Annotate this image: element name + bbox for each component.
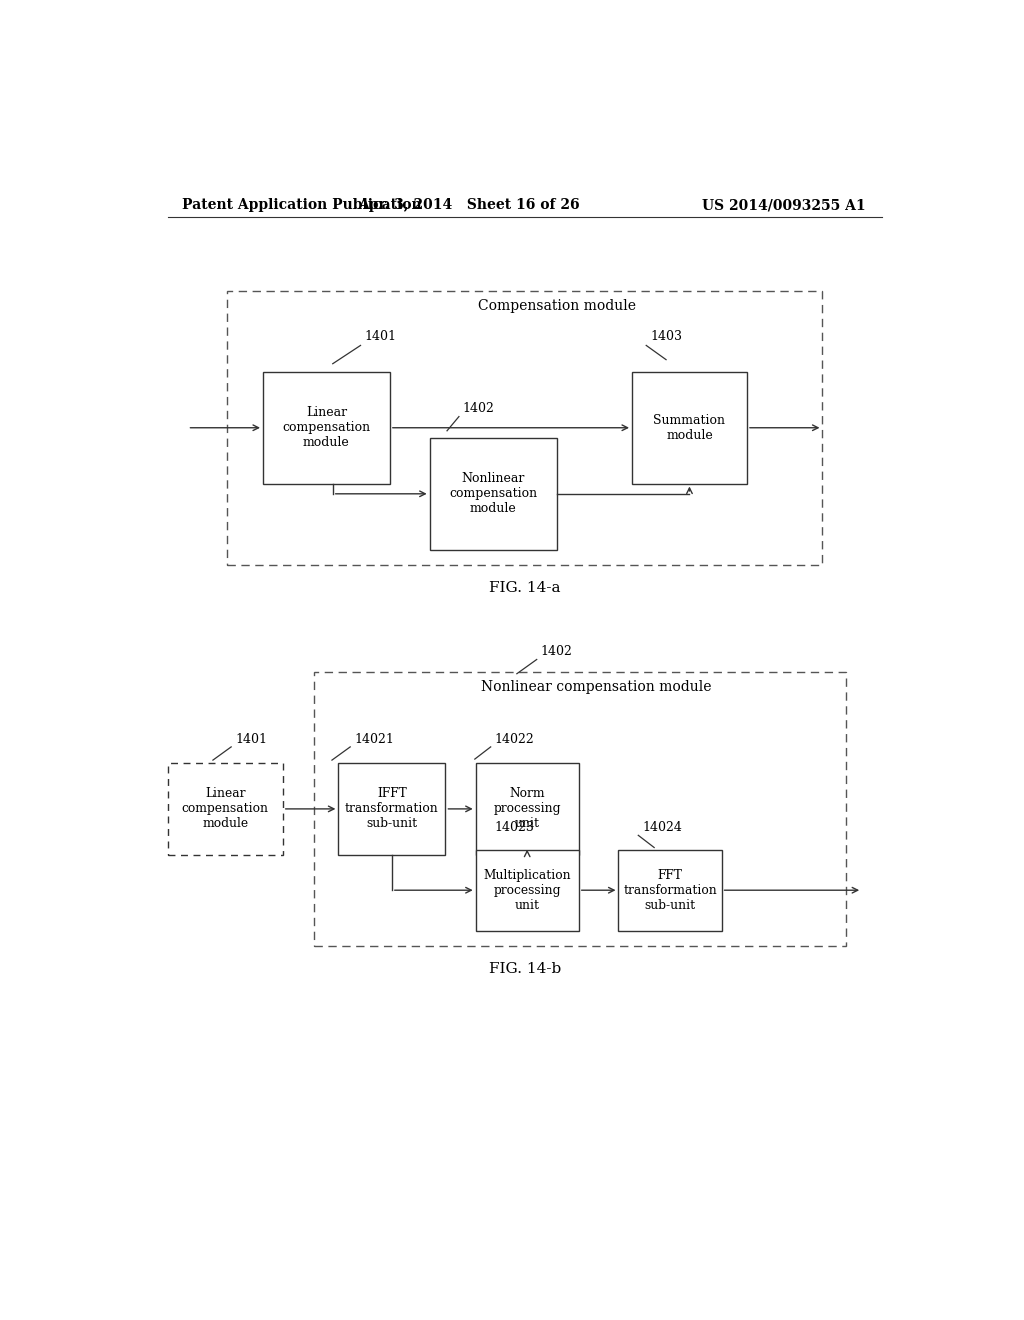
Text: 14023: 14023	[495, 821, 535, 834]
Bar	[314, 672, 846, 946]
Text: 1401: 1401	[236, 733, 267, 746]
Bar	[430, 438, 557, 549]
Text: 1402: 1402	[541, 645, 572, 659]
Text: Multiplication
processing
unit: Multiplication processing unit	[483, 869, 571, 912]
Bar	[338, 763, 445, 854]
Text: IFFT
transformation
sub-unit: IFFT transformation sub-unit	[345, 788, 438, 830]
Bar	[168, 763, 283, 854]
Text: Apr. 3, 2014   Sheet 16 of 26: Apr. 3, 2014 Sheet 16 of 26	[358, 198, 580, 213]
Text: Norm
processing
unit: Norm processing unit	[494, 788, 561, 830]
Bar	[475, 850, 579, 931]
Text: 14022: 14022	[495, 733, 535, 746]
Text: FIG. 14-a: FIG. 14-a	[489, 581, 560, 595]
Text: Compensation module: Compensation module	[477, 298, 636, 313]
Bar	[618, 850, 722, 931]
Bar	[227, 290, 822, 565]
Bar	[475, 763, 579, 854]
Text: 14024: 14024	[642, 821, 682, 834]
Text: FFT
transformation
sub-unit: FFT transformation sub-unit	[624, 869, 717, 912]
Text: Linear
compensation
module: Linear compensation module	[181, 788, 268, 830]
Text: FIG. 14-b: FIG. 14-b	[488, 962, 561, 977]
Text: 1403: 1403	[650, 330, 682, 343]
Text: Nonlinear compensation module: Nonlinear compensation module	[481, 680, 712, 694]
Text: Summation
module: Summation module	[653, 413, 725, 442]
Text: Nonlinear
compensation
module: Nonlinear compensation module	[449, 473, 538, 515]
Bar	[632, 372, 748, 483]
Bar	[263, 372, 390, 483]
Text: 1402: 1402	[463, 401, 495, 414]
Text: 1401: 1401	[365, 330, 396, 343]
Text: Linear
compensation
module: Linear compensation module	[283, 407, 371, 449]
Text: US 2014/0093255 A1: US 2014/0093255 A1	[702, 198, 866, 213]
Text: 14021: 14021	[354, 733, 394, 746]
Text: Patent Application Publication: Patent Application Publication	[182, 198, 422, 213]
